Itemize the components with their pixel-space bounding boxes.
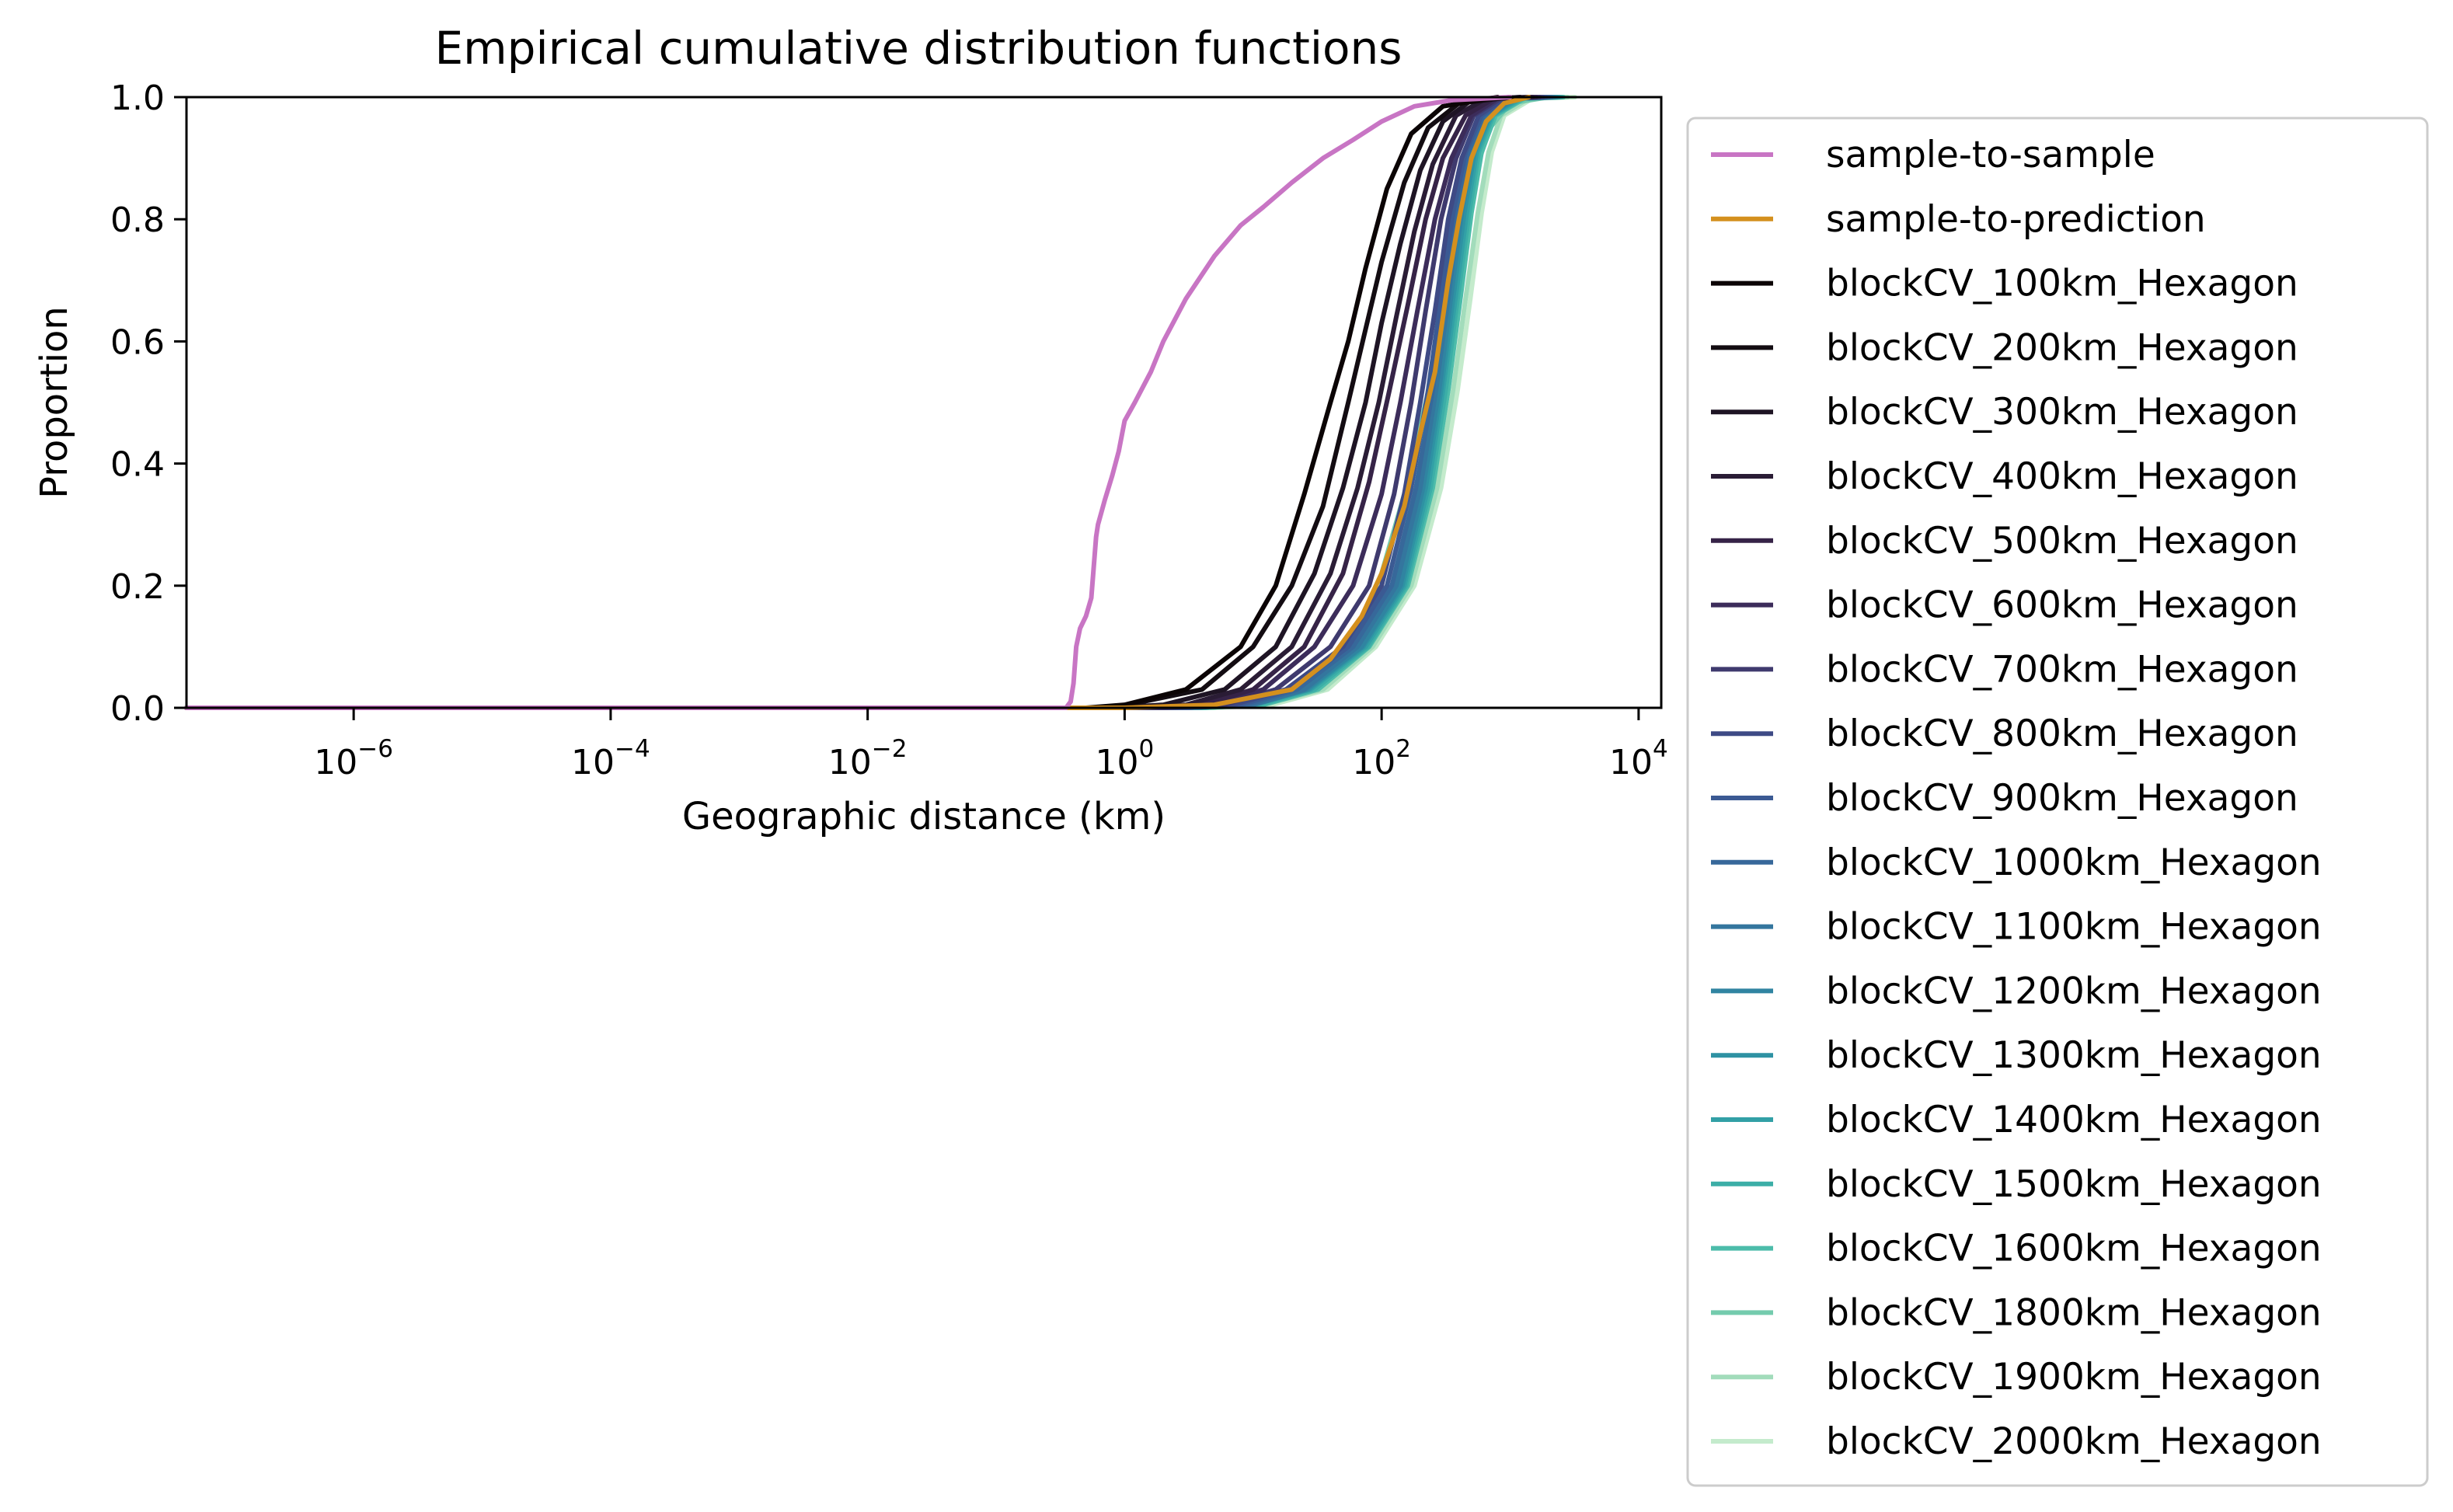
- y-axis: 0.0 0.2 0.4 0.6 0.8 1.0: [110, 78, 186, 729]
- y-tick-label: 0.8: [110, 200, 165, 240]
- x-axis: 10−6 10−4 10−2 100 102 104: [314, 708, 1668, 782]
- legend-label: sample-to-sample: [1826, 134, 2155, 176]
- x-tick-exponent: 2: [1395, 735, 1411, 763]
- y-tick-label: 0.0: [110, 689, 165, 729]
- legend-label: blockCV_1800km_Hexagon: [1826, 1291, 2322, 1334]
- x-tick-exponent: −4: [615, 735, 650, 763]
- series-line-7: [184, 95, 1535, 710]
- x-tick-exponent: −2: [872, 735, 908, 763]
- x-tick-label: 102: [1352, 735, 1411, 782]
- x-tick-label: 10−6: [314, 735, 393, 782]
- x-tick-label: 10−2: [828, 735, 908, 782]
- x-tick-base: 10: [314, 743, 357, 782]
- legend-label: blockCV_100km_Hexagon: [1826, 263, 2298, 305]
- x-tick-exponent: −6: [357, 735, 393, 763]
- legend-frame: [1686, 117, 2429, 1487]
- series-layer: [184, 95, 1577, 710]
- plot-frame: [185, 96, 1663, 709]
- legend-label: blockCV_1400km_Hexagon: [1826, 1099, 2322, 1141]
- series-line-10: [184, 95, 1545, 710]
- legend-label: sample-to-prediction: [1826, 198, 2206, 241]
- legend-label: blockCV_1200km_Hexagon: [1826, 970, 2322, 1012]
- legend-label: blockCV_1600km_Hexagon: [1826, 1228, 2322, 1270]
- legend-label: blockCV_900km_Hexagon: [1826, 777, 2298, 820]
- y-tick-label: 0.2: [110, 567, 165, 607]
- x-tick-base: 10: [1352, 743, 1395, 782]
- x-tick-base: 10: [571, 743, 615, 782]
- x-tick-label: 10−4: [571, 735, 650, 782]
- x-tick-base: 10: [828, 743, 872, 782]
- legend-label: blockCV_1900km_Hexagon: [1826, 1356, 2322, 1399]
- x-tick-label: 104: [1609, 735, 1668, 782]
- legend-items: sample-to-sample sample-to-prediction bloc…: [1711, 134, 2322, 1463]
- legend-label: blockCV_800km_Hexagon: [1826, 712, 2298, 755]
- series-line-6: [184, 95, 1531, 710]
- legend: sample-to-sample sample-to-prediction bloc…: [1686, 117, 2429, 1487]
- legend-label: blockCV_1000km_Hexagon: [1826, 841, 2322, 884]
- x-tick-label: 100: [1096, 735, 1155, 782]
- legend-label: blockCV_1300km_Hexagon: [1826, 1034, 2322, 1077]
- y-axis-label: Proportion: [33, 306, 76, 499]
- series-line-5: [184, 95, 1523, 710]
- x-tick-exponent: 4: [1653, 735, 1668, 763]
- x-tick-base: 10: [1609, 743, 1653, 782]
- legend-label: blockCV_300km_Hexagon: [1826, 391, 2298, 434]
- chart-title: Empirical cumulative distribution functi…: [435, 22, 1402, 75]
- x-tick-base: 10: [1096, 743, 1139, 782]
- x-axis-label: Geographic distance (km): [682, 795, 1166, 838]
- legend-label: blockCV_2000km_Hexagon: [1826, 1420, 2322, 1463]
- legend-label: blockCV_1100km_Hexagon: [1826, 906, 2322, 949]
- series-line-3: [184, 95, 1500, 710]
- legend-label: blockCV_600km_Hexagon: [1826, 584, 2298, 627]
- y-tick-label: 0.4: [110, 445, 165, 485]
- legend-label: blockCV_500km_Hexagon: [1826, 520, 2298, 563]
- legend-label: blockCV_400km_Hexagon: [1826, 455, 2298, 498]
- series-line-1: [184, 95, 1513, 710]
- x-tick-exponent: 0: [1139, 735, 1155, 763]
- y-tick-label: 0.6: [110, 322, 165, 362]
- legend-label: blockCV_200km_Hexagon: [1826, 326, 2298, 369]
- legend-label: blockCV_700km_Hexagon: [1826, 648, 2298, 691]
- series-line-2: [184, 95, 1531, 710]
- y-tick-label: 1.0: [110, 78, 165, 118]
- legend-label: blockCV_1500km_Hexagon: [1826, 1163, 2322, 1206]
